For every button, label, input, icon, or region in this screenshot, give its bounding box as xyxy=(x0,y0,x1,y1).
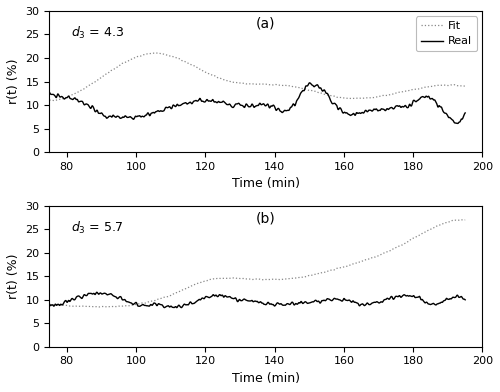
Text: (b): (b) xyxy=(256,211,276,225)
Text: (a): (a) xyxy=(256,16,276,31)
Line: Fit: Fit xyxy=(50,53,465,101)
Real xyxy=(265,102,271,107)
Fit xyxy=(51,98,57,103)
Text: $d_3$ = 4.3: $d_3$ = 4.3 xyxy=(71,25,124,41)
X-axis label: Time (min): Time (min) xyxy=(232,372,300,385)
Y-axis label: r(t) (%): r(t) (%) xyxy=(7,59,20,104)
Fit xyxy=(154,51,160,55)
Fit xyxy=(228,79,234,84)
Fit xyxy=(116,63,122,68)
Real xyxy=(306,80,312,85)
Real xyxy=(46,90,52,94)
X-axis label: Time (min): Time (min) xyxy=(232,178,300,191)
Real xyxy=(116,115,122,120)
Fit xyxy=(274,82,280,87)
Real xyxy=(186,100,192,105)
Text: $d_3$ = 5.7: $d_3$ = 5.7 xyxy=(71,220,123,236)
Legend: Fit, Real: Fit, Real xyxy=(416,16,477,51)
Fit xyxy=(187,62,193,67)
Real xyxy=(226,102,232,107)
Line: Real: Real xyxy=(50,83,465,123)
Real xyxy=(462,111,468,115)
Fit xyxy=(102,73,108,77)
Real xyxy=(455,121,461,126)
Real xyxy=(274,108,280,113)
Real xyxy=(102,114,107,118)
Y-axis label: r(t) (%): r(t) (%) xyxy=(7,253,20,299)
Fit xyxy=(462,83,468,88)
Fit xyxy=(46,98,52,102)
Fit xyxy=(266,82,272,87)
